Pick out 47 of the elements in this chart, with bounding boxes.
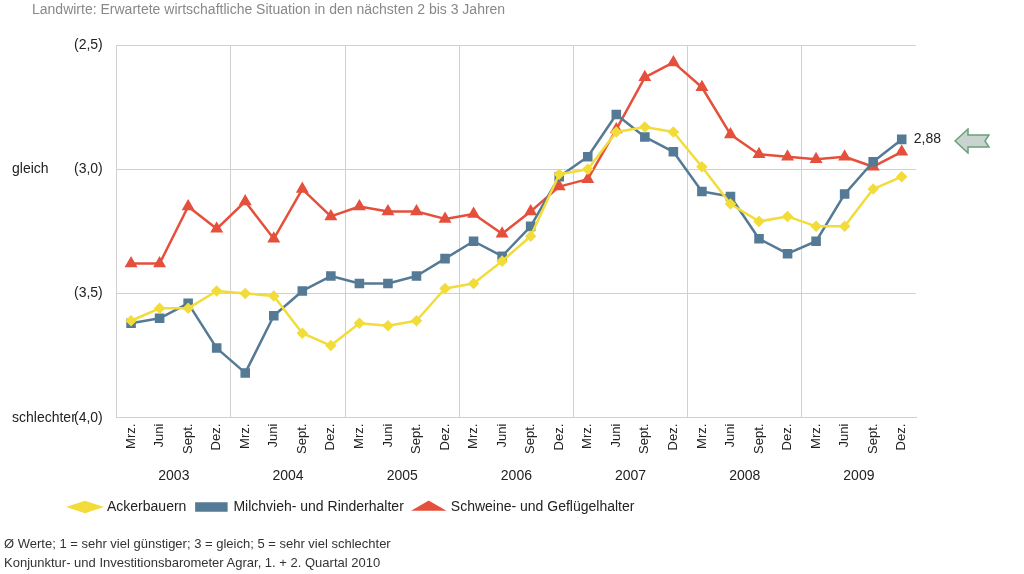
x-tick-label: Mrz.	[579, 423, 595, 449]
x-tick-label: Juni	[836, 423, 852, 448]
y-tick-label: (3,0)	[73, 160, 103, 177]
text: 2003	[158, 466, 190, 483]
text: Konjunktur- und Investitionsbarometer Agrar, 1. + 2. Quartal 2010	[4, 554, 381, 570]
x-tick-label: Dez.	[436, 423, 452, 451]
text: 2006	[500, 466, 533, 483]
text: schlechter	[12, 408, 77, 425]
text: gleich	[12, 160, 49, 177]
x-tick-label: Dez.	[550, 423, 566, 451]
legend-label: Schweine- und Geflügelhalter	[450, 497, 635, 514]
x-tick-label: Dez.	[893, 423, 909, 451]
x-tick-label: Sept.	[293, 423, 309, 454]
x-tick-label: Juni	[265, 423, 281, 448]
x-tick-label: Mrz.	[350, 423, 366, 449]
x-tick-label: Juni	[493, 423, 509, 448]
x-tick-label: Juni	[722, 423, 738, 448]
legend-label: Ackerbauern	[107, 497, 187, 514]
x-tick-label: Dez.	[322, 423, 338, 451]
text: 2005	[386, 466, 418, 483]
x-tick-label: Mrz.	[465, 423, 481, 449]
x-tick-label: Juni	[379, 423, 395, 448]
x-tick-label: Sept.	[636, 423, 652, 454]
x-tick-label: Juni	[607, 423, 623, 448]
text: Ø Werte; 1 = sehr viel günstiger; 3 = gleich; 5 = sehr viel schlechter	[4, 535, 392, 551]
chart-title: Landwirte: Erwartete wirtschaftliche Situation in den nächsten 2 bis 3 Jahren	[32, 0, 506, 17]
y-tick-label: (3,5)	[73, 284, 103, 301]
text: 2009	[843, 466, 875, 483]
x-tick-label: Dez.	[779, 423, 795, 451]
x-tick-label: Sept.	[750, 423, 766, 454]
x-tick-label: Sept.	[179, 423, 195, 454]
x-tick-label: Dez.	[208, 423, 224, 451]
x-tick-label: Mrz.	[122, 423, 138, 449]
x-tick-label: Sept.	[522, 423, 538, 454]
text: 2008	[729, 466, 761, 483]
x-tick-label: Mrz.	[807, 423, 823, 449]
x-tick-label: Mrz.	[693, 423, 709, 449]
x-tick-label: Sept.	[864, 423, 880, 454]
x-tick-label: Dez.	[664, 423, 680, 451]
text: 2004	[272, 466, 304, 483]
y-tick-label: (2,5)	[73, 35, 103, 52]
x-tick-label: Sept.	[408, 423, 424, 454]
data-label: 2,88	[913, 130, 942, 147]
text: 2007	[614, 466, 647, 483]
x-tick-label: Mrz.	[236, 423, 252, 449]
x-tick-label: Juni	[151, 423, 167, 448]
legend-label: Milchvieh- und Rinderhalter	[233, 497, 405, 514]
